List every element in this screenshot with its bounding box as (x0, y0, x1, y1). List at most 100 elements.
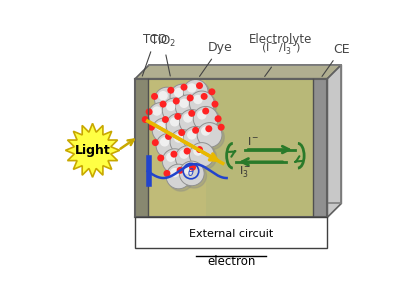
Circle shape (196, 109, 220, 133)
Circle shape (179, 161, 204, 186)
Circle shape (205, 125, 212, 132)
Circle shape (167, 87, 174, 94)
Circle shape (179, 99, 189, 108)
Circle shape (158, 91, 168, 100)
Circle shape (178, 97, 203, 122)
Circle shape (177, 167, 184, 174)
Text: External circuit: External circuit (189, 229, 273, 239)
Circle shape (183, 126, 208, 151)
Circle shape (197, 123, 222, 147)
Circle shape (152, 106, 162, 116)
Circle shape (157, 155, 164, 161)
Circle shape (192, 127, 199, 134)
Circle shape (209, 88, 215, 95)
Circle shape (168, 166, 193, 191)
Text: TiO$_2$: TiO$_2$ (150, 33, 176, 76)
Circle shape (170, 168, 179, 177)
Circle shape (152, 118, 177, 143)
Circle shape (193, 95, 203, 104)
Circle shape (187, 83, 196, 93)
Circle shape (157, 89, 182, 114)
Circle shape (202, 108, 209, 115)
Circle shape (158, 136, 183, 160)
Text: I$_3^-$: I$_3^-$ (239, 164, 252, 179)
Circle shape (183, 113, 193, 123)
Circle shape (176, 146, 200, 170)
Circle shape (182, 163, 206, 188)
Circle shape (150, 105, 176, 129)
Circle shape (168, 116, 193, 140)
Circle shape (183, 165, 193, 174)
Circle shape (148, 124, 155, 131)
Circle shape (172, 132, 197, 156)
Circle shape (187, 95, 194, 102)
Polygon shape (327, 65, 342, 217)
Circle shape (162, 116, 169, 123)
Circle shape (193, 106, 218, 131)
Circle shape (156, 122, 166, 131)
Text: TCO: TCO (142, 33, 167, 76)
Polygon shape (135, 79, 148, 217)
Polygon shape (135, 217, 327, 248)
Polygon shape (148, 79, 206, 217)
Circle shape (166, 164, 191, 189)
Circle shape (179, 149, 189, 159)
Text: Dye: Dye (199, 41, 232, 76)
Circle shape (160, 101, 166, 108)
Circle shape (174, 133, 183, 143)
Circle shape (192, 93, 217, 118)
Circle shape (165, 133, 172, 140)
Text: I$^-$: I$^-$ (247, 135, 259, 147)
Circle shape (189, 164, 196, 171)
Circle shape (199, 125, 224, 150)
Circle shape (170, 117, 179, 127)
Circle shape (148, 103, 173, 127)
Circle shape (155, 120, 179, 145)
Circle shape (155, 87, 179, 112)
Circle shape (171, 151, 177, 158)
Polygon shape (135, 79, 327, 217)
Circle shape (142, 116, 149, 123)
Polygon shape (66, 123, 120, 177)
Circle shape (218, 124, 225, 131)
Text: (I$^-$/I$_3^-$): (I$^-$/I$_3^-$) (261, 41, 301, 56)
Circle shape (163, 170, 171, 177)
Circle shape (182, 112, 206, 136)
Circle shape (193, 146, 203, 156)
Circle shape (189, 91, 214, 116)
Circle shape (212, 101, 219, 108)
Circle shape (184, 148, 191, 155)
Circle shape (186, 82, 210, 106)
Circle shape (181, 84, 188, 91)
Circle shape (156, 133, 181, 158)
Circle shape (214, 115, 222, 122)
Circle shape (188, 110, 195, 117)
Circle shape (145, 108, 153, 115)
Circle shape (186, 129, 210, 153)
Circle shape (174, 88, 183, 97)
Text: CE: CE (322, 43, 349, 76)
Text: Light: Light (75, 144, 110, 157)
Circle shape (179, 109, 204, 134)
Circle shape (192, 145, 217, 170)
Circle shape (172, 86, 197, 111)
Circle shape (197, 110, 206, 120)
Circle shape (160, 137, 169, 147)
Circle shape (183, 79, 208, 104)
Circle shape (178, 148, 203, 173)
Polygon shape (314, 79, 327, 217)
Circle shape (170, 84, 195, 109)
Text: $\theta$: $\theta$ (187, 166, 195, 178)
Circle shape (201, 126, 210, 136)
Circle shape (162, 98, 187, 123)
Text: electron: electron (207, 255, 255, 268)
Circle shape (176, 95, 200, 119)
Circle shape (189, 143, 214, 167)
Circle shape (201, 93, 208, 100)
Circle shape (187, 130, 196, 140)
Polygon shape (135, 65, 342, 79)
Circle shape (166, 102, 176, 111)
Circle shape (196, 82, 203, 89)
Circle shape (162, 149, 187, 173)
Circle shape (165, 151, 189, 176)
